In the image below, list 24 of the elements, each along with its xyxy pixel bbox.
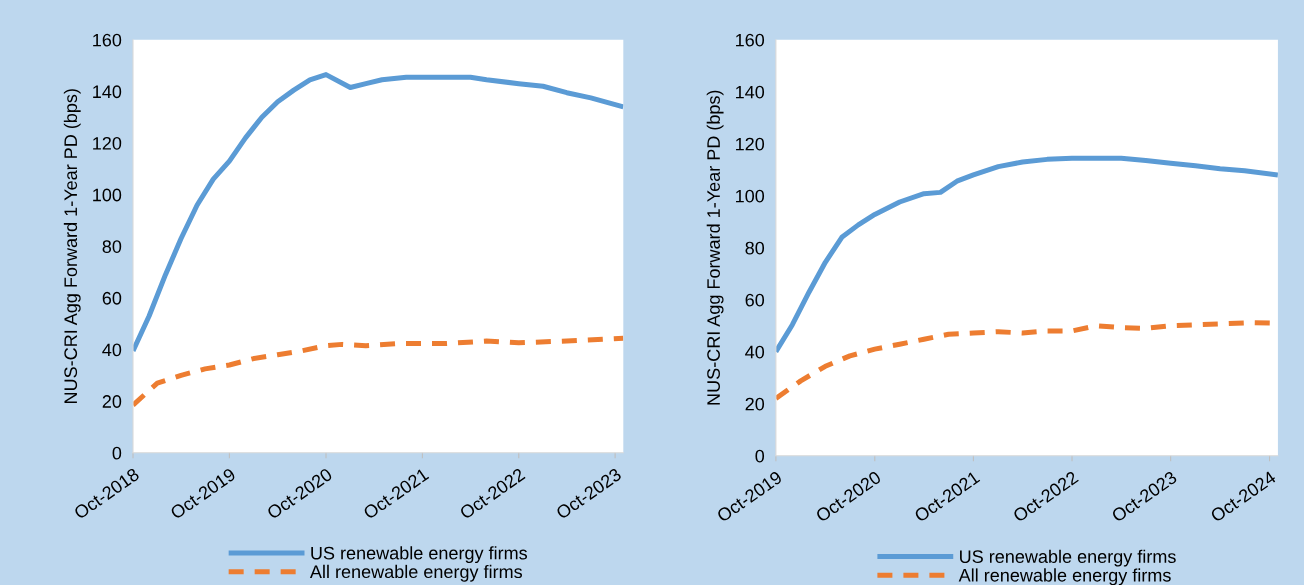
y-tick-label: 0 <box>112 446 122 460</box>
legend-label: All renewable energy firms <box>958 568 1171 585</box>
y-tick-label: 140 <box>736 85 765 99</box>
y-tick-label: 160 <box>736 33 765 47</box>
y-tick-label: 160 <box>93 33 122 47</box>
y-tick-label: 20 <box>102 395 122 408</box>
legend-label: US renewable energy firms <box>960 549 1176 567</box>
y-axis-title: NUS-CRI Agg Forward 1-Year PD (bps) <box>63 89 81 404</box>
y-tick-label: 120 <box>93 136 122 150</box>
y-tick-label: 60 <box>745 293 765 307</box>
legend-label: All renewable energy firms <box>309 564 522 582</box>
y-tick-label: 100 <box>736 189 765 203</box>
y-tick-label: 140 <box>93 85 122 99</box>
y-tick-label: 80 <box>102 240 122 254</box>
y-tick-label: 120 <box>736 137 765 151</box>
y-tick-label: 0 <box>755 449 765 463</box>
y-tick-label: 20 <box>745 397 765 411</box>
y-tick-label: 60 <box>102 291 122 305</box>
y-axis-title: NUS-CRI Agg Forward 1-Year PD (bps) <box>706 90 724 405</box>
y-tick-label: 40 <box>745 345 765 359</box>
legend-label: US renewable energy firms <box>311 546 528 564</box>
y-tick-label: 100 <box>93 188 122 202</box>
y-tick-label: 80 <box>745 241 765 255</box>
y-tick-label: 40 <box>102 343 122 357</box>
